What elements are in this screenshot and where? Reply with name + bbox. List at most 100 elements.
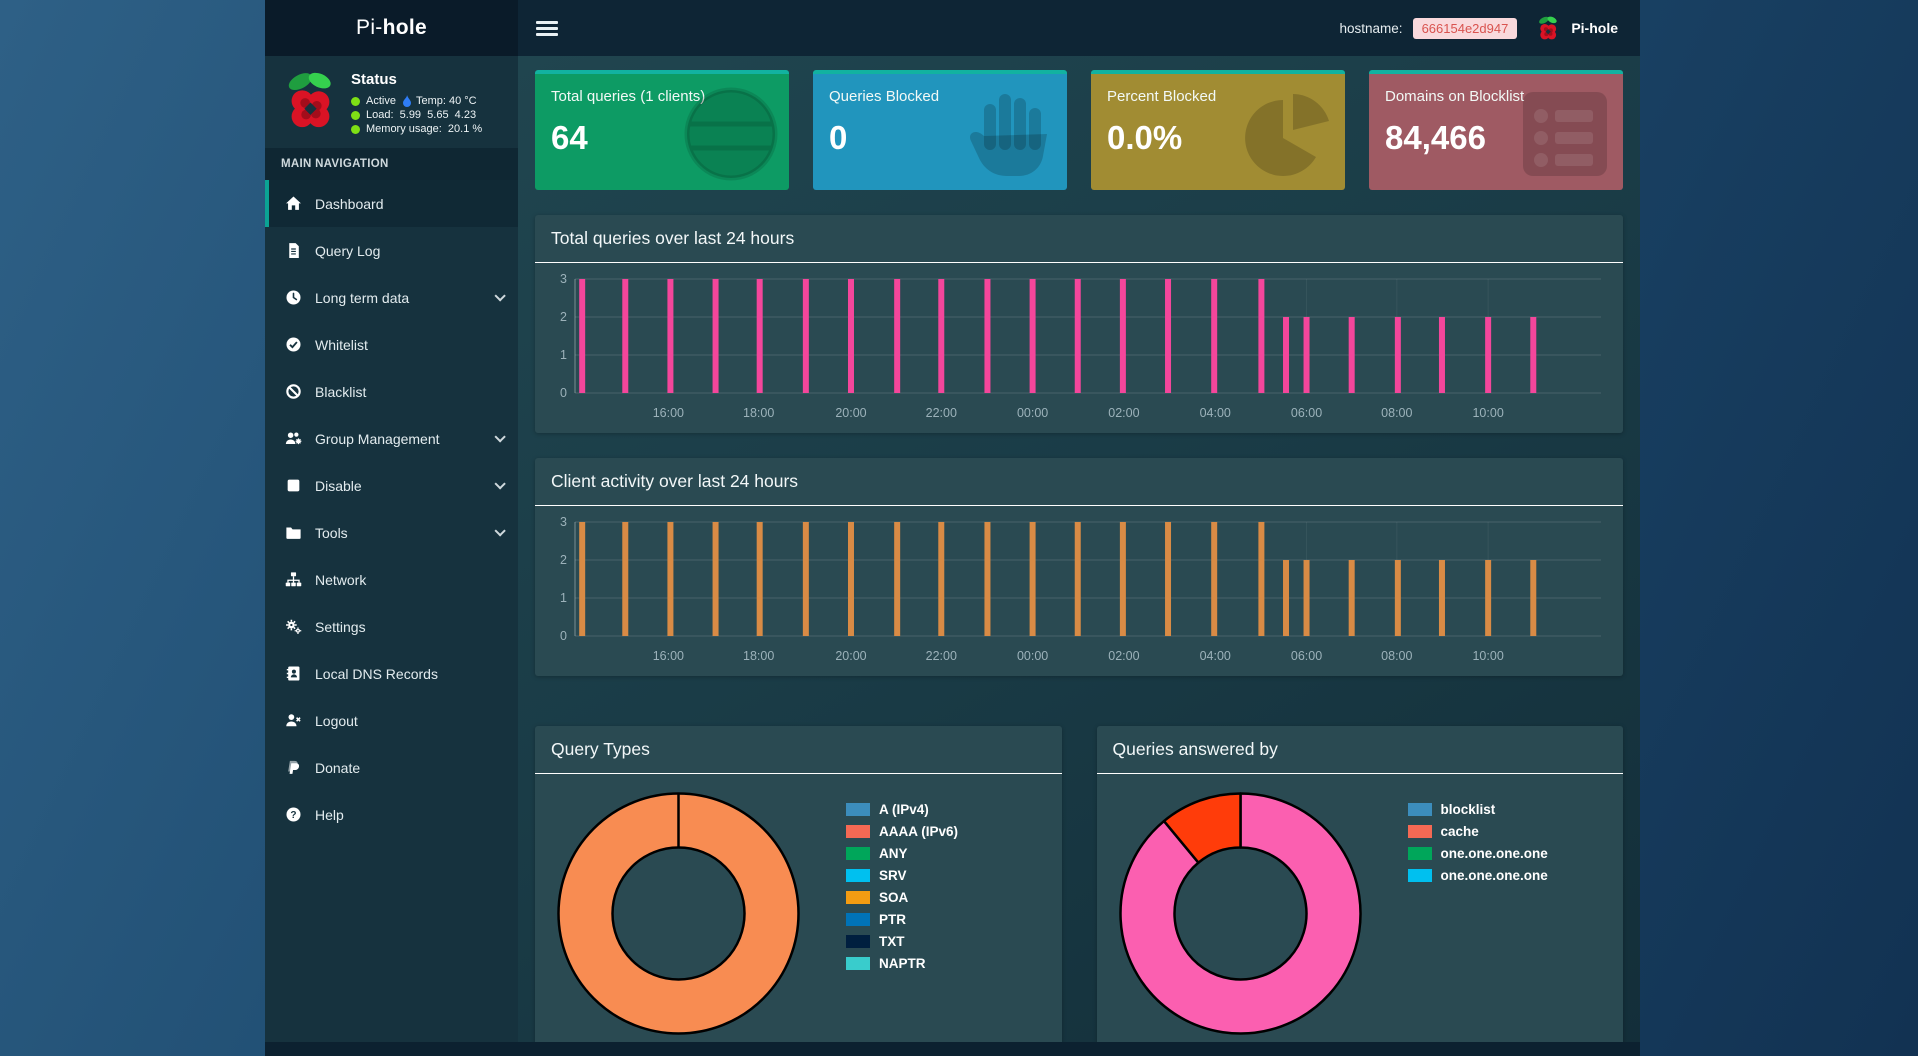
temperature-icon [402,95,412,107]
query-types-donut-chart[interactable] [551,786,806,1041]
sidebar-item-local-dns-records[interactable]: Local DNS Records [265,650,518,697]
stat-card-title: Queries Blocked [829,88,940,105]
svg-text:18:00: 18:00 [743,649,774,663]
legend-label: AAAA (IPv6) [879,824,959,839]
legend-label: one.one.one.one [1440,846,1548,861]
hamburger-menu-icon[interactable] [536,20,558,36]
client-activity-chart[interactable]: 0 1 2 3 16:00 18:00 20:00 22:00 00:00 02:00 04:00 0… [549,516,1609,668]
status-row: Load: 5.99 5.65 4.23 [351,109,482,121]
legend-color-patch [1407,803,1432,816]
legend-item-any[interactable]: ANY [846,846,958,861]
sidebar-item-label: Logout [315,712,358,729]
stat-cards-row: Total queries (1 clients) 64 Queries Block… [535,70,1623,190]
gears-icon [281,618,305,635]
stat-card-value: 64 [551,119,588,156]
check-circle-icon [281,336,305,353]
svg-text:?: ? [290,810,296,821]
legend-item-txt[interactable]: TXT [846,934,958,949]
svg-text:20:00: 20:00 [835,649,866,663]
sidebar-item-disable[interactable]: Disable [265,462,518,509]
brand-hole: hole [382,16,427,39]
sidebar-item-long-term-data[interactable]: Long term data [265,274,518,321]
chevron-down-icon [494,430,506,443]
legend-label: TXT [879,934,905,949]
legend-item-one-one-one-one[interactable]: one.one.one.one [1407,868,1548,883]
sidebar-item-label: Local DNS Records [315,665,438,682]
total-queries-chart[interactable]: 0 1 2 3 16:00 18:00 20:00 22:00 00:00 02:00 04:00 0… [549,273,1609,425]
sidebar-item-blacklist[interactable]: Blacklist [265,368,518,415]
svg-text:16:00: 16:00 [653,649,684,663]
status-text: Active [366,95,396,107]
svg-text:06:00: 06:00 [1291,649,1322,663]
svg-text:08:00: 08:00 [1381,406,1412,420]
legend-label: A (IPv4) [879,802,929,817]
svg-text:02:00: 02:00 [1108,406,1139,420]
sidebar-brand: Pi-hole [265,0,518,56]
panel-title: Queries answered by [1096,726,1623,774]
legend-item-srv[interactable]: SRV [846,868,958,883]
sidebar-item-whitelist[interactable]: Whitelist [265,321,518,368]
sidebar-item-network[interactable]: Network [265,556,518,603]
folder-icon [281,524,305,541]
legend-color-patch [846,847,870,860]
legend-item-blocklist[interactable]: blocklist [1407,802,1548,817]
navbar-brand-link[interactable]: Pi-hole [1571,20,1618,36]
question-icon: ? [281,806,305,823]
sidebar-item-label: Tools [315,524,348,541]
pihole-raspberry-icon [279,69,341,131]
legend-color-patch [846,891,870,904]
svg-text:16:00: 16:00 [653,406,684,420]
stat-card-value: 84,466 [1385,119,1486,156]
sidebar-item-help[interactable]: ? Help [265,791,518,838]
sidebar-item-group-management[interactable]: Group Management [265,415,518,462]
legend-item-a-ipv4-[interactable]: A (IPv4) [846,802,958,817]
stat-card-title: Percent Blocked [1107,88,1217,105]
legend-item-one-one-one-one[interactable]: one.one.one.one [1407,846,1548,861]
sidebar-item-query-log[interactable]: Query Log [265,227,518,274]
status-dot-icon [351,96,360,106]
status-text: Load: 5.99 5.65 4.23 [366,109,477,121]
legend-color-patch [846,957,870,970]
svg-text:0: 0 [560,386,567,400]
stat-card-value: 0.0% [1107,119,1183,156]
legend-color-patch [1407,847,1432,860]
sidebar-menu: Dashboard Query Log Long term data Whitelis… [265,180,518,838]
svg-text:00:00: 00:00 [1017,406,1048,420]
legend-color-patch [846,913,870,926]
panel-title: Client activity over last 24 hours [535,458,1623,506]
legend-item-aaaa-ipv6-[interactable]: AAAA (IPv6) [846,824,958,839]
legend-item-cache[interactable]: cache [1407,824,1548,839]
status-text: Temp: 40 °C [415,95,477,107]
queries-answered-legend: blocklist cache one.one.one.one one.one.one… [1407,802,1548,1041]
user-times-icon [281,712,305,729]
brand-pi: Pi- [356,16,383,39]
svg-text:22:00: 22:00 [926,649,957,663]
sidebar: Status Active Temp: 40 °C Load: 5.99 5.65 … [265,56,518,1056]
top-navbar: Pi-hole hostname: 666154e2d947 Pi-hole [265,0,1640,56]
panel-total-queries: Total queries over last 24 hours 0 1 2 3 16:… [535,215,1623,433]
queries-answered-donut-chart[interactable] [1113,786,1368,1041]
sidebar-item-dashboard[interactable]: Dashboard [265,180,518,227]
legend-label: NAPTR [879,956,926,971]
svg-text:20:00: 20:00 [835,406,866,420]
sidebar-item-label: Disable [315,477,362,494]
svg-text:08:00: 08:00 [1381,649,1412,663]
legend-color-patch [846,935,870,948]
sidebar-item-tools[interactable]: Tools [265,509,518,556]
sidebar-item-donate[interactable]: Donate [265,744,518,791]
svg-text:10:00: 10:00 [1472,649,1503,663]
legend-item-soa[interactable]: SOA [846,890,958,905]
clock-icon [281,289,305,306]
legend-item-ptr[interactable]: PTR [846,912,958,927]
users-gear-icon [281,430,305,447]
sidebar-item-logout[interactable]: Logout [265,697,518,744]
status-text: Memory usage: 20.1 % [366,123,483,135]
legend-label: SRV [879,868,907,883]
sidebar-item-settings[interactable]: Settings [265,603,518,650]
stat-card-title: Domains on Blocklist [1385,88,1525,105]
legend-color-patch [846,803,870,816]
status-title: Status [351,71,397,88]
legend-item-naptr[interactable]: NAPTR [846,956,958,971]
legend-label: one.one.one.one [1440,868,1548,883]
stat-card-total-queries-1-clients-: Total queries (1 clients) 64 [535,70,789,190]
